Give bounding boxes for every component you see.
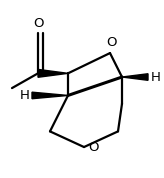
Polygon shape: [32, 92, 68, 99]
Polygon shape: [38, 69, 68, 77]
Text: O: O: [106, 36, 117, 49]
Text: O: O: [34, 17, 44, 30]
Text: H: H: [150, 70, 160, 83]
Polygon shape: [122, 74, 148, 80]
Text: H: H: [20, 89, 30, 102]
Text: O: O: [88, 141, 99, 154]
